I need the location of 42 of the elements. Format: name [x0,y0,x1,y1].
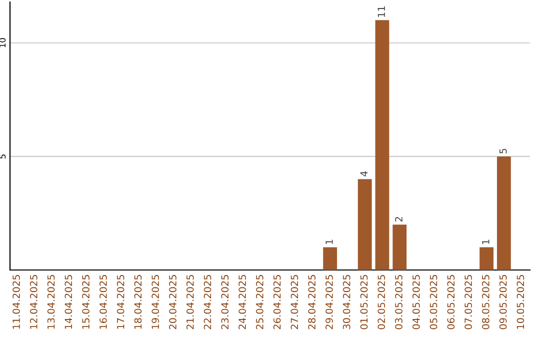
x-tick-label: 27.04.2025 [290,275,298,330]
x-tick-label: 01.05.2025 [360,275,368,330]
data-label: 2 [395,217,402,222]
bar [496,156,511,270]
x-tick-label: 22.04.2025 [204,275,212,330]
x-tick-label: 05.05.2025 [430,275,438,330]
bar [358,179,372,270]
x-tick-label: 07.05.2025 [464,275,472,330]
x-tick-label: 16.04.2025 [100,275,107,329]
x-tick-label: 21.04.2025 [186,275,194,330]
x-tick-label: 13.04.2025 [47,275,55,329]
x-tick-label: 20.04.2025 [169,275,176,330]
x-tick-label: 17.04.2025 [116,275,124,329]
x-tick-label: 14.04.2025 [64,275,72,329]
data-label: 11 [378,6,385,17]
x-tick-label: 24.04.2025 [238,275,246,330]
x-tick-label: 02.05.2025 [378,275,386,330]
data-label: 1 [326,240,333,244]
x-tick-label: 08.05.2025 [482,275,490,330]
x-tick-label: 04.05.2025 [412,275,420,330]
x-tick-label: 06.05.2025 [447,275,455,330]
bar [323,247,338,270]
data-label: 1 [482,240,490,244]
x-tick-label: 26.04.2025 [273,275,281,330]
x-tick-label: 25.04.2025 [256,275,264,330]
data-label: 5 [500,148,507,154]
x-tick-label: 03.05.2025 [395,275,402,330]
x-tick-label: 29.04.2025 [326,275,333,330]
x-tick-label: 23.04.2025 [221,275,229,330]
x-tick-label: 28.04.2025 [308,275,316,330]
data-label: 4 [360,171,368,176]
x-tick-label: 18.04.2025 [134,275,142,329]
bar [392,224,407,270]
x-tick-label: 19.04.2025 [152,275,160,329]
x-tick-label: 15.04.2025 [82,275,90,329]
x-tick-label: 30.04.2025 [342,275,350,330]
x-tick-label: 11.04.2025 [12,275,20,329]
bar [375,20,390,270]
x-tick-label: 09.05.2025 [499,275,507,330]
x-tick-label: 12.04.2025 [30,275,38,329]
x-tick-label: 10.05.2025 [516,275,524,329]
bar [480,247,494,270]
